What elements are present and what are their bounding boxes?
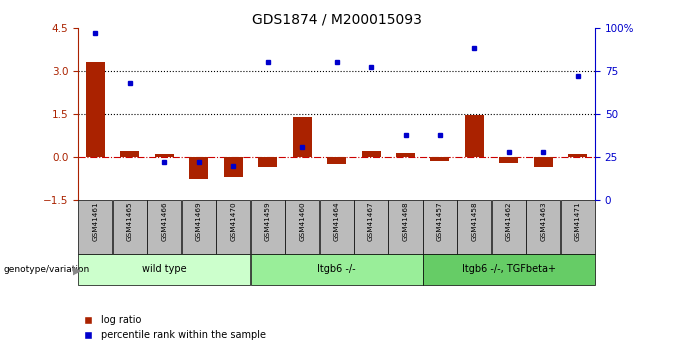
- FancyBboxPatch shape: [78, 200, 112, 254]
- Text: ▶: ▶: [73, 266, 82, 276]
- Bar: [534, 157, 553, 167]
- Text: GSM41466: GSM41466: [161, 202, 167, 242]
- Text: GSM41457: GSM41457: [437, 202, 443, 242]
- Bar: [499, 157, 518, 163]
- FancyBboxPatch shape: [251, 200, 285, 254]
- Bar: [327, 157, 346, 164]
- Text: GSM41468: GSM41468: [403, 202, 409, 242]
- Bar: [396, 152, 415, 157]
- FancyBboxPatch shape: [251, 254, 422, 285]
- Bar: [292, 117, 311, 157]
- Text: GSM41463: GSM41463: [541, 202, 546, 242]
- FancyBboxPatch shape: [320, 200, 354, 254]
- Text: Itgb6 -/-, TGFbeta+: Itgb6 -/-, TGFbeta+: [462, 264, 556, 274]
- Bar: [189, 157, 208, 179]
- Text: wild type: wild type: [142, 264, 186, 274]
- FancyBboxPatch shape: [458, 200, 492, 254]
- Bar: [258, 157, 277, 167]
- FancyBboxPatch shape: [354, 200, 388, 254]
- Bar: [568, 154, 588, 157]
- FancyBboxPatch shape: [561, 200, 595, 254]
- Legend: log ratio, percentile rank within the sample: log ratio, percentile rank within the sa…: [83, 315, 266, 340]
- FancyBboxPatch shape: [113, 200, 147, 254]
- Title: GDS1874 / M200015093: GDS1874 / M200015093: [252, 12, 422, 27]
- FancyBboxPatch shape: [148, 200, 182, 254]
- Text: Itgb6 -/-: Itgb6 -/-: [318, 264, 356, 274]
- Bar: [155, 154, 174, 157]
- Text: GSM41467: GSM41467: [368, 202, 374, 242]
- Bar: [224, 157, 243, 177]
- Bar: [86, 62, 105, 157]
- Text: GSM41465: GSM41465: [127, 202, 133, 242]
- FancyBboxPatch shape: [78, 254, 250, 285]
- Text: GSM41461: GSM41461: [92, 202, 99, 242]
- FancyBboxPatch shape: [423, 200, 457, 254]
- Text: GSM41464: GSM41464: [334, 202, 339, 242]
- FancyBboxPatch shape: [216, 200, 250, 254]
- Text: GSM41460: GSM41460: [299, 202, 305, 242]
- FancyBboxPatch shape: [285, 200, 319, 254]
- Bar: [465, 115, 484, 157]
- Bar: [362, 151, 381, 157]
- Bar: [120, 151, 139, 157]
- FancyBboxPatch shape: [388, 200, 422, 254]
- FancyBboxPatch shape: [492, 200, 526, 254]
- FancyBboxPatch shape: [182, 200, 216, 254]
- Text: GSM41459: GSM41459: [265, 202, 271, 242]
- Text: GSM41469: GSM41469: [196, 202, 202, 242]
- Text: GSM41458: GSM41458: [471, 202, 477, 242]
- Text: GSM41471: GSM41471: [575, 202, 581, 242]
- Bar: [430, 157, 449, 161]
- Text: genotype/variation: genotype/variation: [3, 265, 90, 274]
- FancyBboxPatch shape: [423, 254, 595, 285]
- FancyBboxPatch shape: [526, 200, 560, 254]
- Text: GSM41470: GSM41470: [231, 202, 236, 242]
- Text: GSM41462: GSM41462: [506, 202, 512, 242]
